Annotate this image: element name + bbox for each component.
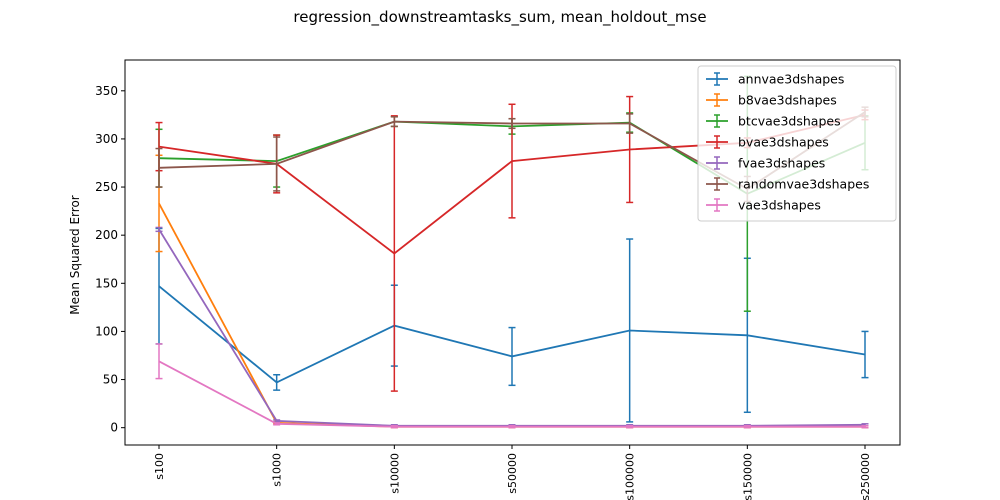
y-tick-label: 100 [95, 324, 118, 338]
error-bar [861, 330, 869, 379]
x-tick-label: s100 [153, 453, 166, 480]
x-tick-label: s1000 [271, 453, 284, 487]
legend-item: b8vae3dshapes [706, 93, 837, 108]
y-tick-label: 150 [95, 276, 118, 290]
legend-box [697, 65, 897, 222]
y-tick-label: 350 [95, 84, 118, 98]
series-line [158, 285, 866, 384]
x-tick-label: s100000 [624, 453, 637, 500]
plot-area [124, 59, 901, 446]
y-tick-label: 200 [95, 228, 118, 242]
chart-title: regression_downstreamtasks_sum, mean_hol… [293, 8, 706, 27]
x-tick-label: s250000 [859, 453, 872, 500]
legend-label: randomvae3dshapes [738, 177, 869, 192]
series-line [158, 202, 865, 428]
x-tick-label: s10000 [388, 453, 401, 494]
error-bar [155, 343, 163, 380]
legend-item: fvae3dshapes [706, 156, 825, 171]
legend-label: fvae3dshapes [738, 156, 825, 171]
legend-label: btcvae3dshapes [738, 114, 841, 129]
y-tick-label: 250 [95, 180, 118, 194]
legend-item: annvae3dshapes [706, 72, 844, 87]
y-tick-label: 50 [103, 373, 118, 387]
legend-item: vae3dshapes [706, 198, 821, 213]
series-annvae3dshapes [155, 227, 869, 423]
y-tick-label: 300 [95, 132, 118, 146]
y-tick-label: 0 [110, 421, 118, 435]
legend: annvae3dshapes b8vae3dshapes btcvae3dshape… [697, 65, 897, 222]
x-tick-label: s50000 [506, 453, 519, 494]
legend-item: randomvae3dshapes [706, 177, 869, 192]
y-axis: 0 50 100 150 200 250 300 350 [95, 84, 125, 435]
legend-label: bvae3dshapes [738, 135, 829, 150]
x-axis: s100 s1000 s10000 s50000 s100000 s150000 s2500… [153, 445, 872, 500]
legend-label: vae3dshapes [738, 198, 821, 213]
legend-item: btcvae3dshapes [706, 114, 841, 129]
series-vae3dshapes [155, 343, 869, 429]
series-line [158, 360, 865, 428]
legend-item: bvae3dshapes [706, 135, 829, 150]
legend-label: annvae3dshapes [738, 72, 844, 87]
y-axis-label: Mean Squared Error [68, 195, 82, 315]
legend-label: b8vae3dshapes [738, 93, 837, 108]
x-tick-label: s150000 [741, 453, 754, 500]
